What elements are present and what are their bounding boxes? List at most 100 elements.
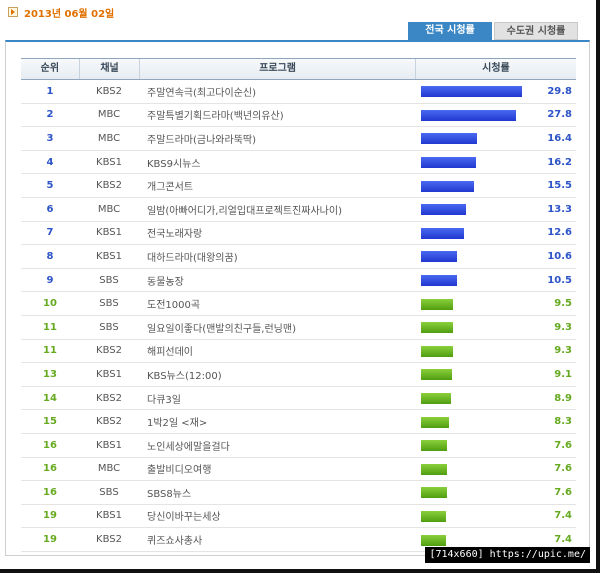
rank-cell: 14 — [43, 392, 57, 404]
rank-cell: 2 — [46, 109, 54, 121]
program-cell: 해피선데이 — [147, 347, 193, 359]
table-row: 8 KBS1 대하드라마(대왕의꿈) 10.6 — [21, 245, 576, 269]
rating-bar — [421, 534, 446, 546]
program-cell: 대하드라마(대왕의꿈) — [147, 252, 238, 264]
rating-cell: 15.5 — [415, 174, 576, 197]
table-row: 13 KBS1 KBS뉴스(12:00) 9.1 — [21, 363, 576, 387]
rating-value: 7.6 — [554, 486, 572, 498]
rating-cell: 10.5 — [415, 269, 576, 292]
channel-cell: MBC — [97, 132, 121, 144]
rating-cell: 13.3 — [415, 198, 576, 221]
rating-bar — [421, 345, 453, 357]
rating-bar — [421, 275, 457, 287]
rating-value: 9.3 — [554, 345, 572, 357]
rank-cell: 5 — [46, 180, 54, 192]
column-header-rating: 시청률 — [482, 63, 510, 74]
column-header-program: 프로그램 — [140, 59, 416, 79]
rating-value: 16.2 — [547, 156, 572, 168]
rating-bar — [421, 510, 446, 522]
table-row: 14 KBS2 다큐3일 8.9 — [21, 387, 576, 411]
rating-value: 12.6 — [547, 227, 572, 239]
channel-cell: KBS2 — [96, 416, 122, 428]
rating-bar — [421, 487, 447, 499]
rating-value: 9.5 — [554, 298, 572, 310]
rating-value: 10.5 — [547, 274, 572, 286]
channel-cell: KBS1 — [96, 227, 122, 239]
program-cell: 당신이바꾸는세상 — [147, 512, 221, 524]
rank-cell: 13 — [43, 368, 57, 380]
rank-cell: 16 — [43, 463, 57, 475]
rating-bar — [421, 463, 447, 475]
rating-cell: 8.3 — [415, 410, 576, 433]
table-header: 순위 채널 프로그램 시청률 — [21, 58, 576, 80]
program-cell: 다큐3일 — [147, 394, 181, 406]
channel-cell: SBS — [99, 298, 119, 310]
rating-bar — [421, 204, 466, 216]
rating-bar — [421, 180, 474, 192]
program-cell: 주말연속극(최고다이순신) — [147, 87, 257, 99]
channel-cell: KBS2 — [96, 85, 122, 97]
rating-value: 16.4 — [547, 132, 572, 144]
table-row: 16 KBS1 노인세상에말을걸다 7.6 — [21, 434, 576, 458]
program-cell: 퀴즈쇼사총사 — [147, 536, 203, 548]
program-cell: 1박2일 <재> — [147, 418, 208, 430]
program-cell: 일밤(아빠어디가,리얼입대프로젝트진짜사나이) — [147, 205, 342, 217]
rating-value: 8.9 — [554, 392, 572, 404]
program-cell: 동물농장 — [147, 276, 184, 288]
rating-value: 9.1 — [554, 368, 572, 380]
tab-bar: 전국 시청률 수도권 시청률 — [408, 22, 580, 40]
rank-cell: 19 — [43, 510, 57, 522]
rating-cell: 16.2 — [415, 151, 576, 174]
rating-value: 13.3 — [547, 203, 572, 215]
rank-cell: 4 — [46, 156, 54, 168]
table-row: 4 KBS1 KBS9시뉴스 16.2 — [21, 151, 576, 175]
ratings-table: 순위 채널 프로그램 시청률 1 KBS2 주말연속극(최고다이순신) 29.8 2 MB… — [21, 58, 576, 552]
tab-capital-rating[interactable]: 수도권 시청률 — [494, 22, 578, 40]
channel-cell: KBS1 — [96, 368, 122, 380]
rank-cell: 1 — [46, 85, 54, 97]
rating-bar — [421, 227, 464, 239]
channel-cell: SBS — [99, 274, 119, 286]
rating-bar — [421, 157, 476, 169]
rank-cell: 8 — [46, 250, 54, 262]
rating-value: 10.6 — [547, 250, 572, 262]
rating-cell: 29.8 — [415, 80, 576, 103]
rating-cell: 7.6 — [415, 458, 576, 481]
rating-cell: 27.8 — [415, 104, 576, 127]
channel-cell: SBS — [99, 486, 119, 498]
table-row: 1 KBS2 주말연속극(최고다이순신) 29.8 — [21, 80, 576, 104]
table-row: 15 KBS2 1박2일 <재> 8.3 — [21, 410, 576, 434]
channel-cell: SBS — [99, 321, 119, 333]
arrow-right-icon — [8, 7, 18, 17]
program-cell: SBS8뉴스 — [147, 488, 192, 500]
table-row: 11 KBS2 해피선데이 9.3 — [21, 340, 576, 364]
rating-value: 7.4 — [554, 510, 572, 522]
rating-bar — [421, 109, 516, 121]
watermark-label: [714x660] https://upic.me/ — [425, 547, 590, 563]
channel-cell: MBC — [97, 463, 121, 475]
rank-cell: 11 — [43, 345, 57, 357]
table-row: 10 SBS 도전1000곡 9.5 — [21, 292, 576, 316]
table-body: 1 KBS2 주말연속극(최고다이순신) 29.8 2 MBC 주말특별기획드라마(백년의유… — [21, 80, 576, 552]
channel-cell: KBS1 — [96, 439, 122, 451]
channel-cell: KBS2 — [96, 180, 122, 192]
program-cell: 주말드라마(금나와라뚝딱) — [147, 134, 257, 146]
rating-bar — [421, 416, 449, 428]
rank-cell: 7 — [46, 227, 54, 239]
table-row: 16 MBC 출발비디오여행 7.6 — [21, 458, 576, 482]
rating-bar — [421, 322, 453, 334]
ratings-panel: 순위 채널 프로그램 시청률 1 KBS2 주말연속극(최고다이순신) 29.8 2 MB… — [5, 40, 590, 556]
tab-national-rating[interactable]: 전국 시청률 — [408, 22, 492, 40]
rating-cell: 16.4 — [415, 127, 576, 150]
channel-cell: KBS1 — [96, 250, 122, 262]
rating-cell: 7.4 — [415, 505, 576, 528]
channel-cell: KBS2 — [96, 345, 122, 357]
rating-value: 7.6 — [554, 463, 572, 475]
rating-cell: 7.4 — [415, 528, 576, 551]
rank-cell: 11 — [43, 321, 57, 333]
table-row: 5 KBS2 개그콘서트 15.5 — [21, 174, 576, 198]
table-row: 6 MBC 일밤(아빠어디가,리얼입대프로젝트진짜사나이) 13.3 — [21, 198, 576, 222]
rank-cell: 9 — [46, 274, 54, 286]
table-row: 19 KBS2 퀴즈쇼사총사 7.4 — [21, 528, 576, 552]
table-row: 2 MBC 주말특별기획드라마(백년의유산) 27.8 — [21, 104, 576, 128]
